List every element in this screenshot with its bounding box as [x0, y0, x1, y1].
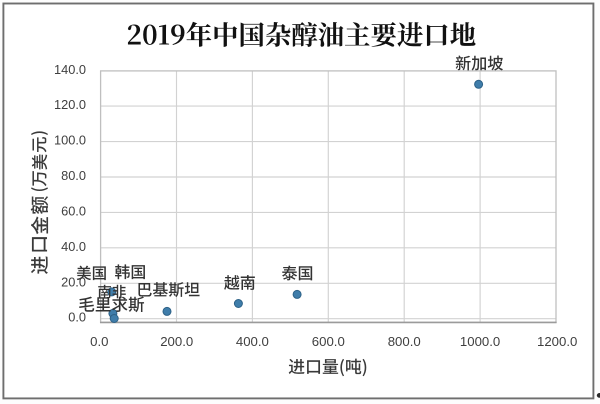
svg-text:60.0: 60.0 — [61, 203, 86, 218]
svg-text:0.0: 0.0 — [90, 334, 108, 349]
svg-text:200.0: 200.0 — [160, 334, 193, 349]
svg-text:1200.0: 1200.0 — [537, 334, 577, 349]
svg-text:40.0: 40.0 — [61, 239, 86, 254]
svg-text:140.0: 140.0 — [54, 62, 86, 77]
svg-text:1000.0: 1000.0 — [460, 334, 500, 349]
svg-text:400.0: 400.0 — [236, 334, 269, 349]
svg-text:0.0: 0.0 — [68, 310, 86, 325]
svg-text:600.0: 600.0 — [312, 334, 345, 349]
svg-text:80.0: 80.0 — [61, 168, 86, 183]
svg-text:20.0: 20.0 — [61, 274, 86, 289]
svg-text:800.0: 800.0 — [388, 334, 421, 349]
svg-text:100.0: 100.0 — [54, 133, 86, 148]
svg-text:120.0: 120.0 — [54, 97, 86, 112]
